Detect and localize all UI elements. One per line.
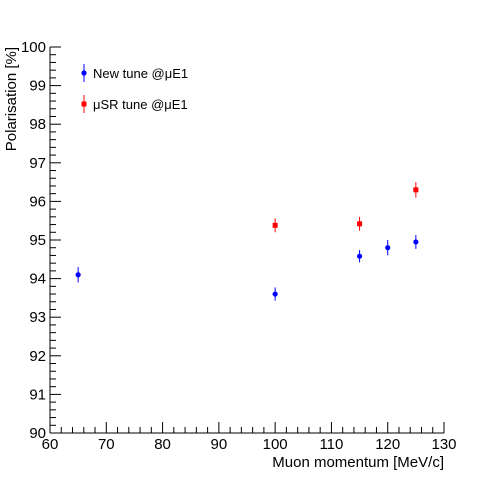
series-0 — [75, 234, 419, 301]
data-marker — [385, 245, 391, 251]
y-tick-label-94: 94 — [29, 271, 46, 288]
x-tick-label-70: 70 — [98, 436, 115, 453]
y-tick-label-93: 93 — [29, 309, 46, 326]
x-tick-label-60: 60 — [42, 436, 59, 453]
legend-entry-new-tune: New tune @μE1 — [81, 64, 188, 82]
data-marker — [413, 239, 419, 245]
x-tick-label-90: 90 — [211, 436, 228, 453]
y-tick-label-99: 99 — [29, 78, 46, 95]
y-axis-tick-labels: 90 91 92 93 94 95 96 97 98 99 100 — [21, 39, 46, 442]
data-points — [75, 182, 419, 301]
data-point — [356, 250, 363, 263]
data-marker — [357, 221, 363, 227]
x-axis-tick-labels: 60 70 80 90 100 110 120 130 — [42, 436, 457, 453]
y-tick-label-95: 95 — [29, 232, 46, 249]
legend: New tune @μE1 μSR tune @μE1 — [81, 64, 188, 113]
data-point — [357, 216, 363, 231]
y-tick-label-91: 91 — [29, 386, 46, 403]
y-tick-label-96: 96 — [29, 193, 46, 210]
y-tick-label-90: 90 — [29, 425, 46, 442]
x-axis-title: Muon momentum [MeV/c] — [272, 454, 444, 471]
x-tick-label-110: 110 — [319, 436, 343, 453]
y-axis-title: Polarisation [%] — [3, 47, 20, 151]
data-point — [385, 240, 391, 256]
x-tick-label-100: 100 — [263, 436, 288, 453]
data-point — [413, 234, 419, 249]
legend-label-musr-tune: μSR tune @μE1 — [93, 97, 188, 112]
x-tick-label-80: 80 — [154, 436, 171, 453]
data-marker — [413, 187, 419, 193]
data-marker — [272, 291, 278, 297]
y-axis-ticks — [50, 46, 61, 434]
y-tick-label-100: 100 — [21, 39, 46, 56]
data-point — [75, 267, 81, 283]
data-marker — [75, 272, 81, 278]
legend-entry-musr-tune: μSR tune @μE1 — [81, 95, 188, 113]
x-tick-label-120: 120 — [375, 436, 400, 453]
data-point — [272, 218, 278, 233]
data-point — [272, 287, 278, 301]
y-tick-label-98: 98 — [29, 116, 46, 133]
y-tick-label-97: 97 — [29, 155, 46, 172]
data-marker — [356, 253, 363, 259]
legend-label-new-tune: New tune @μE1 — [93, 66, 188, 81]
data-point — [413, 182, 419, 198]
data-marker — [272, 222, 278, 228]
legend-marker-new-tune — [81, 70, 87, 76]
y-tick-label-92: 92 — [29, 348, 46, 365]
legend-marker-musr-tune — [81, 101, 87, 107]
series-1 — [272, 182, 419, 233]
x-axis-ticks — [49, 422, 445, 433]
x-tick-label-130: 130 — [431, 436, 456, 453]
